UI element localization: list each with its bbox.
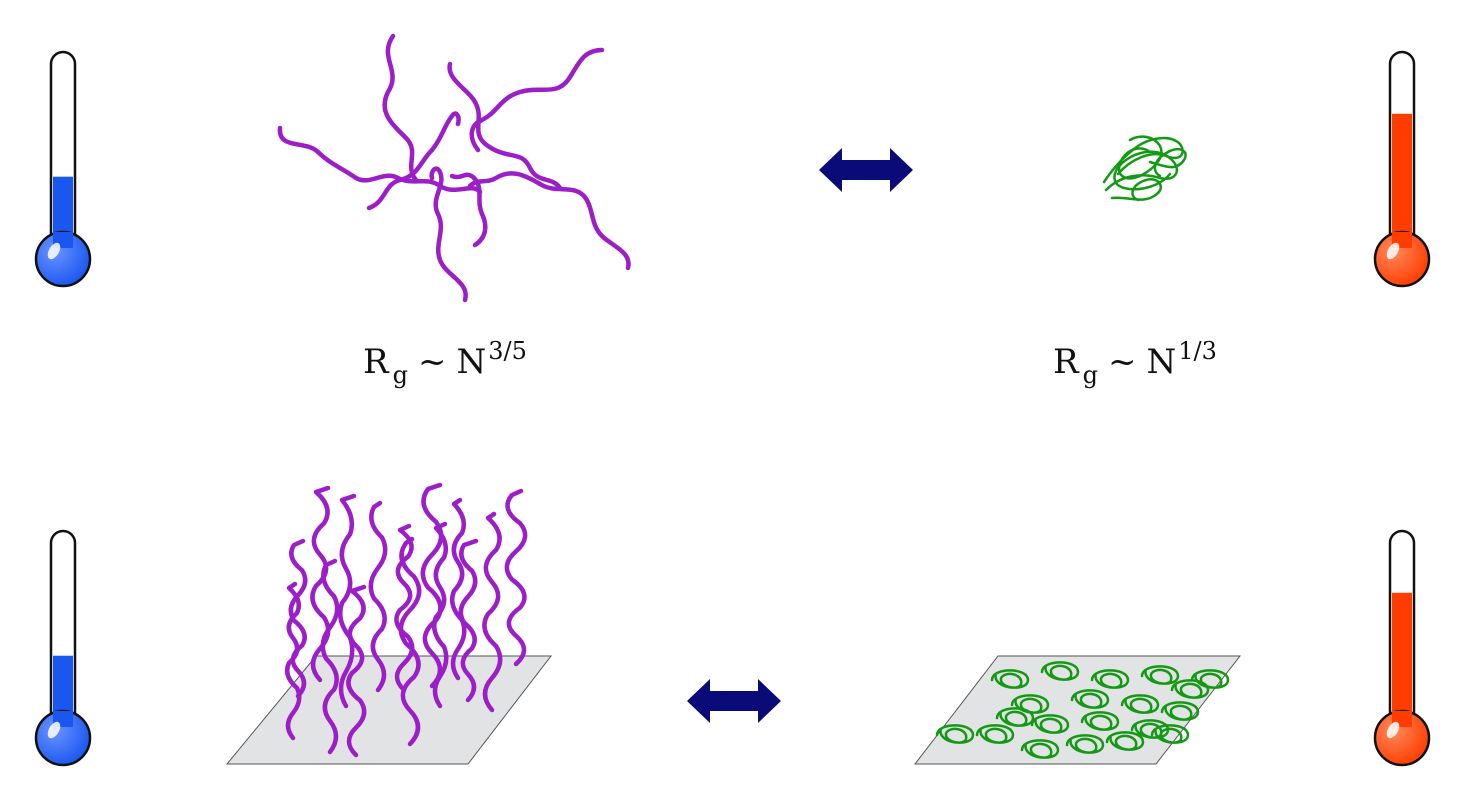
grafted-chain bbox=[482, 511, 503, 713]
polymer-chain bbox=[366, 111, 461, 211]
collapsed-chain bbox=[990, 669, 1030, 689]
globule-strand bbox=[1102, 136, 1184, 184]
collapsed-chain bbox=[1030, 714, 1070, 734]
polymer-chain bbox=[277, 125, 483, 195]
collapsed-chain bbox=[995, 707, 1035, 727]
collapsed-chain bbox=[1190, 669, 1230, 689]
double-arrow-icon bbox=[819, 148, 913, 192]
polymer-chain bbox=[469, 47, 605, 153]
grafted-chain bbox=[320, 558, 340, 755]
double-arrow-icon bbox=[687, 679, 781, 723]
polymer-chain bbox=[382, 33, 419, 183]
formula-subscript: g bbox=[1082, 361, 1098, 389]
globule-strand bbox=[1110, 177, 1163, 202]
polymer-chain bbox=[447, 61, 563, 191]
collapsed-chain bbox=[1090, 669, 1130, 689]
thermometer-fluid bbox=[1392, 592, 1412, 734]
polymer-chain bbox=[429, 166, 468, 303]
grafted-chain bbox=[288, 538, 308, 699]
formula-operator: ~ bbox=[1107, 342, 1137, 382]
collapsed-chain bbox=[1070, 689, 1110, 709]
globule-strand bbox=[1117, 135, 1163, 180]
collapsed-chain bbox=[1040, 661, 1080, 681]
polymer-brush bbox=[285, 482, 528, 758]
grafted-chain bbox=[420, 482, 444, 689]
formula-variable: N bbox=[456, 342, 487, 382]
thermometer-fluid bbox=[1392, 113, 1412, 255]
grafted-chain bbox=[310, 485, 331, 683]
formula-base: R bbox=[363, 342, 389, 382]
extended-coil-chains bbox=[277, 33, 631, 303]
formula-exponent: 1/3 bbox=[1178, 337, 1217, 365]
formula-base: R bbox=[1053, 342, 1079, 382]
formula-exponent: 3/5 bbox=[488, 337, 527, 365]
thermometer-cold-icon bbox=[34, 50, 92, 288]
formula-variable: N bbox=[1146, 342, 1177, 382]
thermometer-highlight bbox=[47, 721, 61, 739]
substrate-plane bbox=[225, 655, 553, 765]
polymer-chain bbox=[449, 172, 488, 248]
thermometer-hot-icon bbox=[1373, 50, 1431, 288]
grafted-chain bbox=[285, 581, 302, 741]
collapsed-chain bbox=[1020, 739, 1060, 759]
thermometer-cold-icon bbox=[34, 529, 92, 767]
collapsed-chain bbox=[975, 724, 1015, 744]
thermometer-highlight bbox=[47, 242, 61, 260]
collapsed-chain bbox=[1140, 665, 1180, 685]
collapsed-chain bbox=[1010, 694, 1050, 714]
thermometer-highlight bbox=[1386, 721, 1400, 739]
grafted-chain bbox=[504, 488, 528, 667]
collapsed-chain bbox=[1130, 719, 1170, 739]
thermometer-highlight bbox=[1386, 242, 1400, 260]
collapsed-chain bbox=[1065, 734, 1105, 754]
collapsed-chain bbox=[1120, 694, 1160, 714]
thermometer-hot-icon bbox=[1373, 529, 1431, 767]
grafted-chain bbox=[368, 500, 388, 693]
grafted-chain bbox=[346, 584, 367, 758]
grafted-chain bbox=[394, 523, 415, 693]
grafted-chain bbox=[398, 536, 422, 747]
formula-subscript: g bbox=[392, 361, 408, 389]
collapsed-globule bbox=[1102, 135, 1187, 202]
collapsed-chain bbox=[1160, 701, 1200, 721]
collapsed-chain bbox=[935, 724, 975, 744]
polymer-chain bbox=[467, 171, 631, 271]
collapsed-chain bbox=[1105, 731, 1145, 751]
grafted-chain bbox=[450, 497, 467, 681]
collapsed-chain bbox=[1080, 711, 1120, 731]
globule-strand bbox=[1148, 148, 1187, 178]
formula-operator: ~ bbox=[417, 342, 447, 382]
grafted-chain bbox=[338, 493, 357, 709]
collapsed-brush bbox=[935, 661, 1230, 759]
collapsed-chain bbox=[1150, 724, 1190, 744]
